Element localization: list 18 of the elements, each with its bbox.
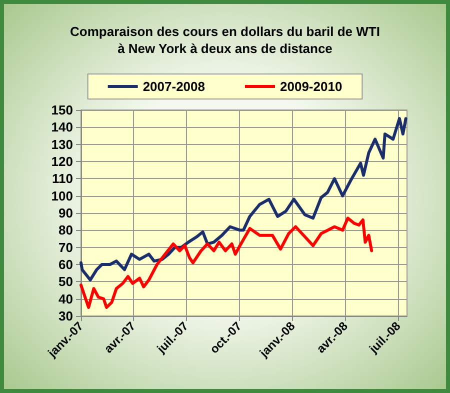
line-series: [80, 117, 408, 282]
legend-label: 2009-2010: [280, 79, 342, 94]
y-tick-label: 140: [51, 120, 73, 135]
y-tick-label: 70: [58, 240, 73, 255]
y-tick-label: 30: [58, 308, 73, 324]
y-tick-label: 90: [58, 206, 73, 220]
legend-label: 2007-2008: [142, 79, 206, 94]
y-tick-label: 40: [58, 291, 73, 306]
y-tick-label: 60: [58, 257, 73, 272]
y-tick-label: 120: [51, 154, 73, 169]
y-tick-label: 80: [58, 222, 73, 238]
line-series: [80, 216, 374, 309]
y-tick-label: 130: [51, 136, 73, 152]
y-tick-label: 110: [52, 171, 73, 186]
chart-title: Comparaison des cours en dollars du baril de WTI à New York à deux ans de distance: [70, 24, 380, 56]
y-tick-label: 150: [51, 102, 73, 118]
y-tick-label: 100: [51, 188, 73, 204]
y-tick-label: 50: [58, 274, 73, 290]
